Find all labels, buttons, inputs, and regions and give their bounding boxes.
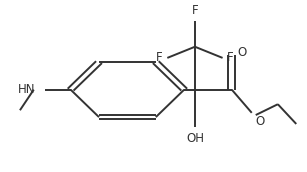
Text: F: F <box>192 4 198 17</box>
Text: HN: HN <box>18 83 35 96</box>
Text: OH: OH <box>186 132 204 145</box>
Text: F: F <box>227 51 234 64</box>
Text: O: O <box>237 46 247 59</box>
Text: F: F <box>156 51 163 64</box>
Text: O: O <box>255 115 265 128</box>
